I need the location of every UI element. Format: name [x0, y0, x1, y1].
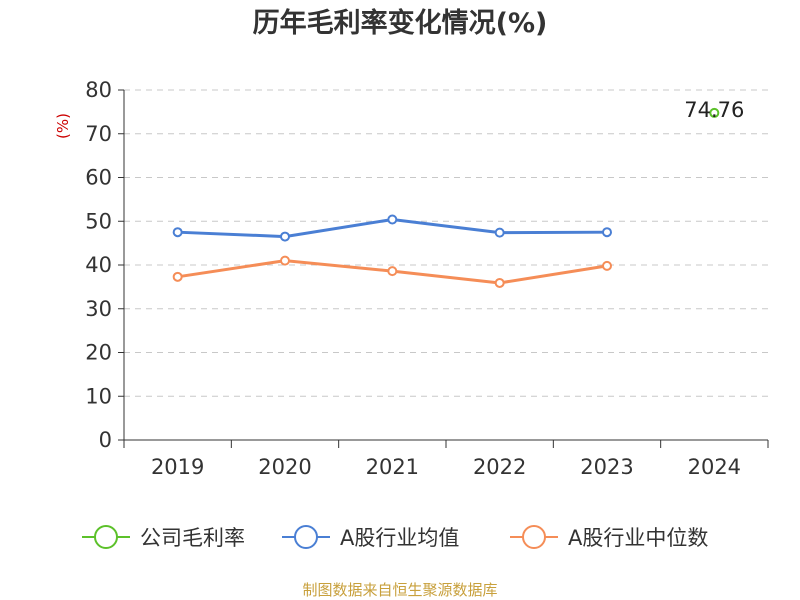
x-tick-label: 2019: [151, 455, 204, 479]
y-axis-unit: (%): [54, 113, 72, 139]
series-layer: [172, 107, 720, 288]
y-tick-label: 50: [85, 209, 112, 233]
y-tick-label: 40: [85, 253, 112, 277]
x-tick-label: 2024: [688, 455, 741, 479]
data-point: [494, 277, 505, 288]
data-point: [602, 227, 612, 238]
axes: 0 10 20 30 40 50 60 70 80 2019 2020 2021 2022 2023 202…: [85, 78, 769, 479]
data-point: [602, 260, 612, 271]
legend-marker: [94, 525, 118, 549]
data-labels: 74.76: [684, 98, 744, 122]
x-tick-label: 2022: [473, 455, 526, 479]
y-tick-label: 20: [85, 341, 112, 365]
y-tick-label: 0: [99, 428, 112, 452]
legend-marker: [522, 525, 546, 549]
data-point: [280, 231, 290, 242]
data-point: [172, 271, 183, 282]
data-label: 74.76: [684, 98, 744, 122]
legend-item[interactable]: 公司毛利率: [82, 525, 245, 550]
legend-item[interactable]: A股行业均值: [282, 525, 459, 550]
legend-label: A股行业中位数: [568, 526, 708, 550]
x-tick-label: 2021: [366, 455, 419, 479]
data-point: [172, 227, 183, 238]
data-point: [387, 214, 398, 225]
y-tick-label: 80: [85, 78, 112, 102]
legend: 公司毛利率 A股行业均值 A股行业中位数: [82, 525, 708, 550]
y-tick-label: 10: [85, 384, 112, 408]
y-tick-label: 70: [85, 122, 112, 146]
chart-title: 历年毛利率变化情况(%): [253, 7, 548, 39]
legend-item[interactable]: A股行业中位数: [510, 525, 708, 550]
data-point: [387, 266, 398, 277]
data-point: [280, 255, 290, 266]
legend-marker: [294, 525, 318, 549]
x-tick-label: 2020: [258, 455, 311, 479]
source-note: 制图数据来自恒生聚源数据库: [302, 581, 497, 599]
legend-label: A股行业均值: [340, 526, 459, 550]
y-tick-label: 60: [85, 166, 112, 190]
legend-label: 公司毛利率: [140, 526, 245, 550]
data-point: [709, 107, 720, 118]
gridlines: [124, 89, 768, 397]
data-point: [494, 227, 505, 238]
y-tick-label: 30: [85, 297, 112, 321]
x-tick-label: 2023: [580, 455, 633, 479]
